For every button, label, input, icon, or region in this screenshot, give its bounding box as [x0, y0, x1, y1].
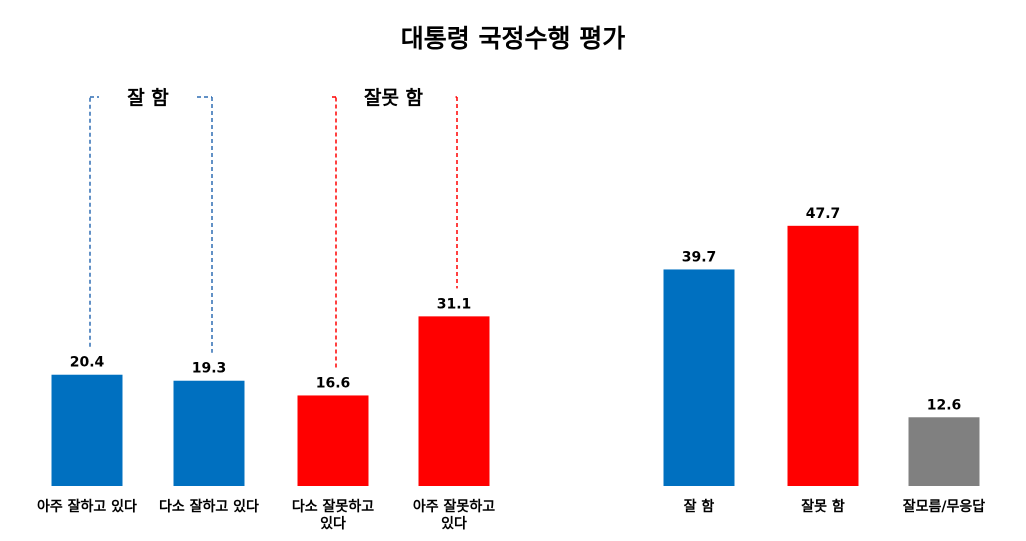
- bracket-label-1: 잘못 함: [364, 87, 424, 109]
- value-label-0-2: 16.6: [316, 375, 351, 391]
- category-label-0-3: 아주 잘못하고: [413, 498, 495, 515]
- chart-title: 대통령 국정수행 평가: [401, 24, 625, 53]
- bar-0-0: [51, 374, 123, 486]
- bar-0-1: [173, 380, 245, 486]
- value-label-0-0: 20.4: [70, 355, 105, 371]
- value-label-1-0: 39.7: [682, 249, 717, 265]
- bar-1-2: [908, 417, 980, 486]
- bar-0-2: [297, 395, 369, 486]
- category-label-0-2: 다소 잘못하고: [292, 498, 374, 515]
- bracket-label-0: 잘 함: [127, 87, 169, 109]
- category-label-1-1: 잘못 함: [801, 498, 845, 515]
- category-label-0-3: 있다: [441, 516, 467, 532]
- value-label-1-2: 12.6: [927, 397, 962, 413]
- bars-layer: [51, 225, 980, 486]
- value-label-0-3: 31.1: [437, 296, 472, 312]
- bar-0-3: [418, 316, 490, 486]
- category-label-0-2: 있다: [320, 516, 346, 532]
- value-label-0-1: 19.3: [192, 361, 227, 377]
- category-label-1-0: 잘 함: [684, 498, 715, 515]
- category-label-0-1: 다소 잘하고 있다: [159, 498, 259, 515]
- category-label-1-2: 잘모름/무응답: [903, 498, 986, 515]
- brackets-layer: 잘 함 잘못 함: [89, 87, 458, 368]
- category-label-0-0: 아주 잘하고 있다: [37, 498, 137, 515]
- value-label-1-1: 47.7: [806, 206, 841, 222]
- bar-1-1: [787, 225, 859, 486]
- bar-1-0: [663, 269, 735, 486]
